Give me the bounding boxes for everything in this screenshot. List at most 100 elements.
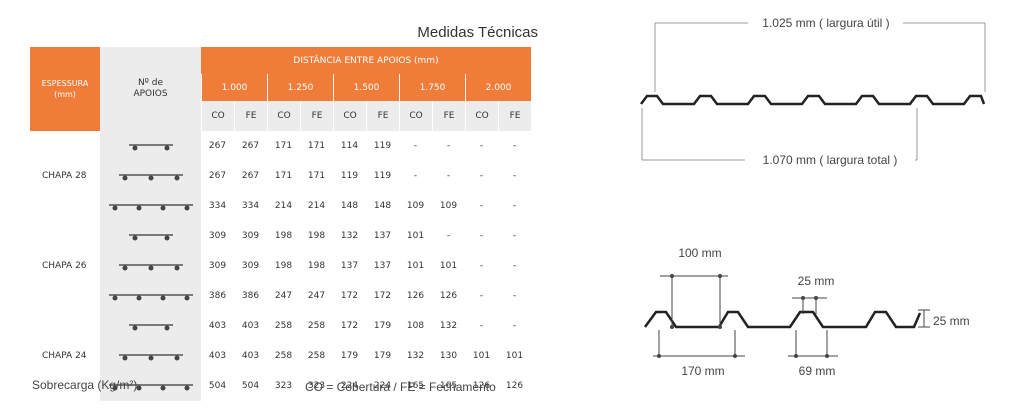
table-row: 309 309 198 198 137 137 101 101 - - xyxy=(30,251,531,281)
dim-100mm: 100 mm xyxy=(678,246,721,260)
table-cell: - xyxy=(479,261,484,271)
table-cell: 334 xyxy=(208,201,227,211)
table-cell: 137 xyxy=(340,261,359,271)
table-cell: 214 xyxy=(274,201,293,211)
table-cell: 179 xyxy=(340,351,359,361)
table-cell: 247 xyxy=(274,291,293,301)
overload-label: Sobrecarga (Kg/m²) xyxy=(32,378,138,392)
table-row: CHAPA 28 267 267 171 171 114 119 - - - - xyxy=(30,131,531,181)
table-cell: - xyxy=(479,141,484,151)
beam-icon xyxy=(128,144,173,151)
page-title: Medidas Técnicas xyxy=(417,24,538,41)
table-cell: 172 xyxy=(340,321,359,331)
header-espessura-line2: (mm) xyxy=(54,90,76,99)
table-cell: 323 xyxy=(307,381,326,391)
header-sub: FE xyxy=(498,101,531,131)
table-cell: 267 xyxy=(208,141,227,151)
table-cell: - xyxy=(479,201,484,211)
header-sub: CO xyxy=(333,101,366,131)
header-span: 2.000 xyxy=(465,74,531,101)
table-cell: 258 xyxy=(274,351,293,361)
header-sub: FE xyxy=(366,101,399,131)
table-cell: - xyxy=(479,171,484,181)
table-cell: 101 xyxy=(472,351,491,361)
table-cell: 386 xyxy=(241,291,260,301)
chapa-label: CHAPA 24 xyxy=(42,351,87,361)
table-cell: 137 xyxy=(373,261,392,271)
support-diagram xyxy=(100,161,201,191)
table-cell: 172 xyxy=(340,291,359,301)
table-cell: 309 xyxy=(208,231,227,241)
table-row: CHAPA 24 403 403 258 258 172 179 108 132 - - xyxy=(30,311,531,361)
table-cell: 119 xyxy=(373,141,392,151)
table-cell: 126 xyxy=(439,291,458,301)
table-cell: 165 xyxy=(406,381,425,391)
table-cell: 137 xyxy=(373,231,392,241)
table-cell: - xyxy=(512,141,517,151)
header-distancia: DISTÂNCIA ENTRE APOIOS (mm) xyxy=(201,47,531,74)
table-cell: - xyxy=(512,231,517,241)
header-sub: CO xyxy=(399,101,432,131)
header-sub: CO xyxy=(267,101,300,131)
beam-icon xyxy=(128,324,173,331)
profile-detail xyxy=(643,310,922,329)
beam-icon xyxy=(108,204,193,211)
table-cell: - xyxy=(512,201,517,211)
table-cell: 504 xyxy=(241,381,260,391)
header-span: 1.500 xyxy=(333,74,399,101)
table-cell: 309 xyxy=(241,231,260,241)
header-sub: FE xyxy=(300,101,333,131)
table-cell: 126 xyxy=(406,291,425,301)
table-cell: 198 xyxy=(274,261,293,271)
table-cell: 119 xyxy=(340,171,359,181)
table-cell: 108 xyxy=(406,321,425,331)
legend-co-fe: CO = Cobertura / FE = Fechamento xyxy=(305,380,496,394)
table-cell: 171 xyxy=(307,171,326,181)
table-cell: 130 xyxy=(439,351,458,361)
header-sub: FE xyxy=(234,101,267,131)
table-cell: 403 xyxy=(208,351,227,361)
table-cell: 171 xyxy=(274,171,293,181)
table-cell: 109 xyxy=(406,201,425,211)
header-apoios: Nº de APOIOS xyxy=(100,47,201,131)
table-cell: - xyxy=(479,231,484,241)
beam-icon xyxy=(118,354,183,361)
table-row: 267 267 171 171 119 119 - - - - xyxy=(30,161,531,191)
table-cell: - xyxy=(479,291,484,301)
dim-69mm: 69 mm xyxy=(799,364,836,378)
support-diagram xyxy=(100,371,201,401)
table-cell: - xyxy=(413,171,418,181)
table-cell: 171 xyxy=(274,141,293,151)
table-cell: 132 xyxy=(406,351,425,361)
support-diagram xyxy=(100,221,201,251)
chapa-label: CHAPA 28 xyxy=(42,171,87,181)
beam-icon xyxy=(108,384,193,391)
table-cell: 132 xyxy=(340,231,359,241)
table-cell: 179 xyxy=(373,321,392,331)
beam-icon xyxy=(118,174,183,181)
table-cell: 172 xyxy=(373,291,392,301)
table-cell: 171 xyxy=(307,141,326,151)
table-cell: 198 xyxy=(274,231,293,241)
header-span: 1.000 xyxy=(201,74,267,101)
table-cell: 334 xyxy=(241,201,260,211)
table-cell: - xyxy=(446,231,451,241)
table-cell: - xyxy=(512,291,517,301)
table-cell: 101 xyxy=(505,351,524,361)
table-cell: 148 xyxy=(373,201,392,211)
table-cell: 114 xyxy=(340,141,359,151)
table-cell: 258 xyxy=(307,321,326,331)
beam-icon xyxy=(128,234,173,241)
table-cell: - xyxy=(512,321,517,331)
table-cell: 258 xyxy=(274,321,293,331)
table-cell: 323 xyxy=(274,381,293,391)
dim-25mm-side: 25 mm xyxy=(933,314,970,328)
table-cell: 224 xyxy=(373,381,392,391)
beam-icon xyxy=(108,294,193,301)
table-cell: 198 xyxy=(307,231,326,241)
table-cell: 309 xyxy=(241,261,260,271)
header-sub: CO xyxy=(465,101,498,131)
table-cell: 267 xyxy=(241,171,260,181)
table-cell: 109 xyxy=(439,201,458,211)
table-cell: 224 xyxy=(340,381,359,391)
